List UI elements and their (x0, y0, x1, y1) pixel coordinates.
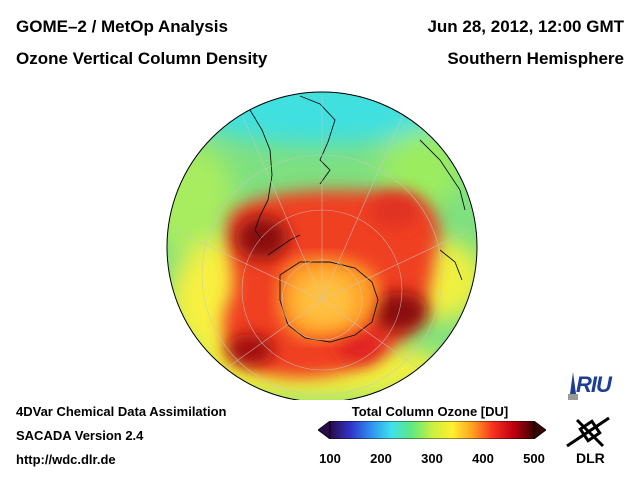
ozone-globe-map (166, 91, 478, 400)
dlr-logo: DLR (576, 450, 605, 466)
title-quantity: Ozone Vertical Column Density (16, 49, 268, 68)
ozone-field (167, 92, 477, 400)
colorbar (318, 421, 546, 439)
riu-logo: RIU (576, 372, 612, 397)
colorbar-tick-label: 300 (421, 451, 443, 466)
colorbar-tick-label: 400 (472, 451, 494, 466)
colorbar-tick-label: 100 (319, 451, 341, 466)
globe-outline (166, 91, 478, 400)
dlr-logo-icon (566, 416, 610, 448)
footer-method: 4DVar Chemical Data Assimilation (16, 404, 227, 419)
colorbar-tick-label: 500 (523, 451, 545, 466)
footer-url[interactable]: http://wdc.dlr.de (16, 452, 116, 467)
colorbar-gradient (329, 421, 535, 439)
title-date: Jun 28, 2012, 12:00 GMT (427, 17, 624, 36)
title-region: Southern Hemisphere (447, 49, 624, 68)
graticule (174, 95, 471, 396)
colorbar-tick-label: 200 (370, 451, 392, 466)
riu-logo-icon (568, 372, 578, 400)
footer-version: SACADA Version 2.4 (16, 428, 144, 443)
title-instrument: GOME–2 / MetOp Analysis (16, 17, 228, 36)
colorbar-min-arrow (318, 421, 331, 439)
colorbar-max-arrow (533, 421, 546, 439)
colorbar-title: Total Column Ozone [DU] (351, 404, 509, 419)
coastlines (211, 95, 466, 343)
